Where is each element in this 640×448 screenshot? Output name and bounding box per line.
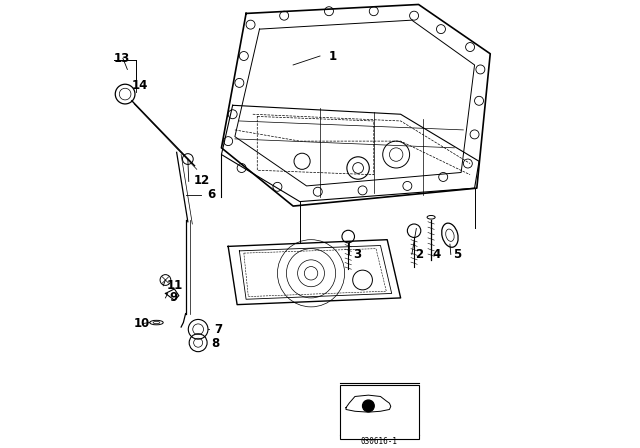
Text: 3: 3 — [353, 248, 361, 261]
Text: 13: 13 — [114, 52, 130, 65]
Text: 1: 1 — [329, 49, 337, 63]
Text: 030616-1: 030616-1 — [361, 437, 398, 446]
Text: 6: 6 — [207, 188, 215, 202]
Text: 7: 7 — [214, 323, 222, 336]
Text: 4: 4 — [433, 248, 441, 261]
Text: 12: 12 — [194, 173, 210, 187]
Text: 5: 5 — [454, 248, 461, 261]
Text: 10: 10 — [134, 317, 150, 330]
Bar — [340, 385, 419, 439]
Text: 11: 11 — [167, 279, 183, 293]
Circle shape — [362, 400, 374, 412]
Text: 2: 2 — [415, 248, 423, 261]
Text: 14: 14 — [132, 78, 148, 92]
Text: 8: 8 — [211, 336, 220, 350]
Text: 9: 9 — [169, 291, 177, 305]
